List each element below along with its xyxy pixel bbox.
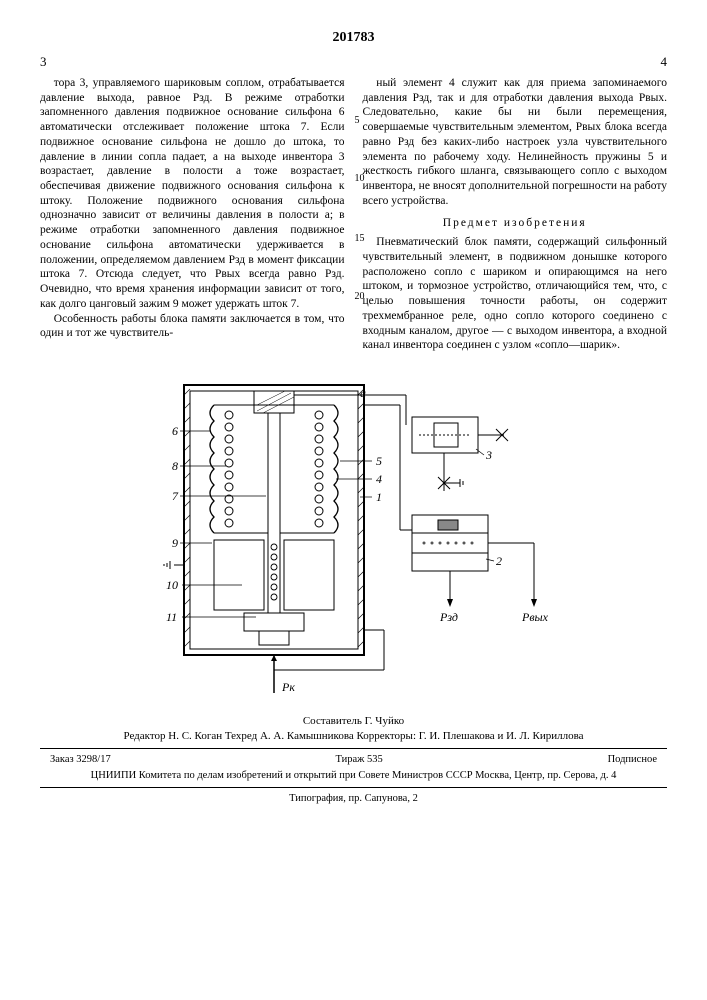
- compiler: Составитель Г. Чуйко: [40, 714, 667, 729]
- page-num-right: 4: [661, 54, 668, 70]
- signed: Подписное: [608, 753, 657, 767]
- divider-1: [40, 748, 667, 749]
- order-number: Заказ 3298/17: [50, 753, 111, 767]
- label-pk: Pк: [281, 680, 295, 694]
- right-para-1: ный элемент 4 служит как для приема запо…: [363, 76, 668, 208]
- label-1: 1: [376, 490, 382, 504]
- label-a: a: [360, 386, 366, 400]
- label-pzd: Pзд: [439, 610, 458, 624]
- text-columns: тора 3, управляемого шариковым соплом, о…: [40, 76, 667, 353]
- right-para-2: Пневматический блок памяти, содержащий с…: [363, 235, 668, 353]
- label-8: 8: [172, 459, 178, 473]
- editors: Редактор Н. С. Коган Техред А. А. Камышн…: [40, 729, 667, 744]
- label-7: 7: [172, 489, 179, 503]
- metadata-block: Составитель Г. Чуйко Редактор Н. С. Кога…: [40, 714, 667, 806]
- label-2: 2: [496, 554, 502, 568]
- printer: Типография, пр. Сапунова, 2: [40, 792, 667, 806]
- left-para-1: тора 3, управляемого шариковым соплом, о…: [40, 76, 345, 312]
- label-6: 6: [172, 424, 178, 438]
- divider-2: [40, 787, 667, 788]
- left-column: тора 3, управляемого шариковым соплом, о…: [40, 76, 345, 353]
- label-4: 4: [376, 472, 382, 486]
- label-10: 10: [166, 578, 178, 592]
- page-numbers: 3 4: [40, 54, 667, 70]
- publisher: ЦНИИПИ Комитета по делам изобретений и о…: [40, 769, 667, 783]
- technical-drawing: 6 8 7 9 10 11 5 4 1 3: [40, 365, 667, 700]
- label-3: 3: [485, 448, 492, 462]
- label-5: 5: [376, 454, 382, 468]
- line-5: 5: [355, 116, 360, 126]
- claims-title: Предмет изобретения: [363, 216, 668, 231]
- page-num-left: 3: [40, 54, 47, 70]
- copies: Тираж 535: [335, 753, 382, 767]
- print-info-row: Заказ 3298/17 Тираж 535 Подписное: [40, 753, 667, 767]
- doc-number: 201783: [40, 30, 667, 46]
- right-column: ный элемент 4 служит как для приема запо…: [363, 76, 668, 353]
- left-para-2: Особенность работы блока памяти заключае…: [40, 312, 345, 341]
- label-9: 9: [172, 536, 178, 550]
- label-11: 11: [166, 610, 177, 624]
- label-pvyh: Pвых: [521, 610, 549, 624]
